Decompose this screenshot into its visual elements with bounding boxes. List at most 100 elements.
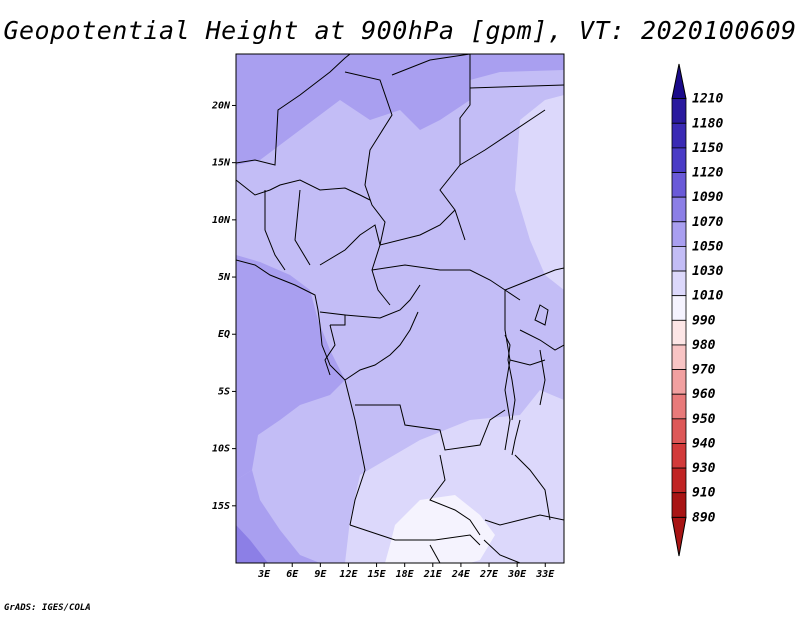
border-line	[459, 109, 546, 166]
lake-shore	[504, 334, 516, 421]
border-line	[349, 524, 481, 546]
lon-tick-label: 30E	[507, 569, 527, 580]
border-line	[504, 290, 511, 451]
border-line	[319, 311, 346, 326]
colorbar-label: 1120	[692, 166, 723, 181]
colorbar-label: 970	[692, 363, 716, 378]
country-borders	[236, 54, 564, 563]
height-field	[236, 54, 564, 563]
border-line	[514, 454, 551, 521]
field-band-1010-1030-southeast	[345, 390, 564, 563]
colorbar-swatch	[671, 196, 687, 223]
lat-tick-label: 10N	[212, 215, 231, 226]
field-band-1010-1030-east	[515, 95, 564, 290]
lon-tick-label: 15E	[368, 569, 387, 580]
field-band-990-1010	[385, 495, 495, 563]
colorbar-label: 1010	[692, 289, 723, 304]
border-line	[469, 84, 564, 89]
lon-tick-label: 6E	[286, 569, 299, 580]
border-line	[504, 267, 564, 291]
coastline	[236, 259, 346, 381]
border-line	[429, 454, 481, 536]
lat-tick-label: EQ	[218, 329, 230, 340]
lon-tick-label: 9E	[314, 569, 327, 580]
colorbar-swatch	[671, 221, 687, 247]
border-line	[519, 329, 564, 351]
lon-tick-label: 3E	[257, 569, 271, 580]
lon-tick-label: 24E	[451, 569, 471, 580]
colorbar-label: 1090	[692, 190, 723, 205]
credit-label: GrADS: IGES/COLA	[4, 603, 91, 613]
border-line	[236, 54, 351, 166]
colorbar-bottom-arrow	[671, 516, 687, 557]
colorbar-swatch	[671, 393, 687, 420]
colorbar-label: 980	[692, 338, 716, 353]
border-line	[391, 54, 471, 241]
colorbar-swatch	[671, 418, 687, 444]
colorbar-label: 1030	[692, 264, 723, 279]
border-line	[509, 359, 546, 366]
colorbar-swatch	[671, 122, 687, 149]
border-line	[324, 324, 336, 376]
colorbar-label: 960	[692, 387, 716, 402]
lon-axis: 3E 6E 9E 12E 15E 18E 21E 24E 27E 30E 33E	[257, 563, 555, 580]
lon-tick-label: 27E	[479, 569, 499, 580]
border-line	[344, 71, 393, 246]
colorbar-top-arrow	[671, 63, 687, 100]
lon-tick-label: 12E	[339, 569, 358, 580]
lat-tick-label: 10S	[212, 444, 230, 455]
lat-tick-label: 20N	[211, 100, 231, 111]
colorbar-swatch	[671, 467, 687, 494]
border-line	[355, 404, 506, 451]
colorbar-swatch	[671, 295, 687, 321]
lon-tick-label: 21E	[423, 569, 443, 580]
border-line	[264, 190, 286, 271]
colorbar-swatch	[671, 98, 687, 124]
border-line	[379, 209, 456, 246]
field-band-1050-1070-north-east	[470, 54, 564, 80]
colorbar-label: 1070	[692, 215, 723, 230]
border-line	[294, 189, 311, 266]
colorbar-label: 1210	[692, 92, 723, 107]
colorbar-label: 910	[692, 486, 716, 501]
border-line	[344, 284, 421, 319]
colorbar-swatch	[671, 172, 687, 198]
colorbar-label: 1150	[692, 141, 723, 156]
border-line	[344, 311, 419, 381]
colorbar-swatch	[671, 492, 687, 518]
border-line	[319, 224, 391, 306]
border-line	[539, 349, 546, 406]
colorbar-swatch	[671, 344, 687, 370]
lon-tick-label: 33E	[535, 569, 555, 580]
colorbar-swatch	[671, 246, 687, 272]
lat-axis: 20N 15N 10N 5N EQ 5S 10S 15S	[211, 100, 236, 512]
colorbar-swatch	[671, 319, 687, 346]
colorbar-label: 940	[692, 436, 716, 451]
border-line	[344, 379, 366, 526]
colorbar-label: 1050	[692, 239, 723, 254]
map-figure: 20N 15N 10N 5N EQ 5S 10S 15S 3E 6E 9E 12E 15E 18E 21E…	[211, 53, 723, 580]
chart-title: Geopotential Height at 900hPa [gpm], VT:…	[3, 16, 797, 45]
lake-shore	[511, 419, 521, 456]
colorbar-label: 890	[692, 510, 716, 525]
colorbar-label: 950	[692, 412, 716, 427]
lat-tick-label: 15S	[212, 501, 230, 512]
lat-tick-label: 5S	[218, 386, 230, 397]
colorbar-swatch	[671, 369, 687, 395]
colorbar-swatch	[671, 443, 687, 469]
field-band-1050-1070-north	[236, 54, 470, 165]
colorbar-swatch	[671, 147, 687, 173]
field-band-1070-1090	[236, 525, 268, 563]
field-band-1050-1070-southwest	[236, 470, 320, 563]
field-band-1050-1070-west	[236, 255, 345, 480]
lat-tick-label: 5N	[218, 272, 231, 283]
colorbar-swatch	[671, 270, 687, 297]
colorbar-label: 1180	[692, 116, 723, 131]
border-line	[483, 539, 521, 563]
colorbar: 1210 1180 1150 1120 1090 1070 1050 1030 1010 990 9…	[671, 63, 723, 557]
border-line	[236, 179, 371, 201]
lon-tick-label: 18E	[396, 569, 415, 580]
lake-shore	[534, 304, 549, 326]
border-line	[429, 544, 441, 563]
lat-tick-label: 15N	[212, 158, 231, 169]
